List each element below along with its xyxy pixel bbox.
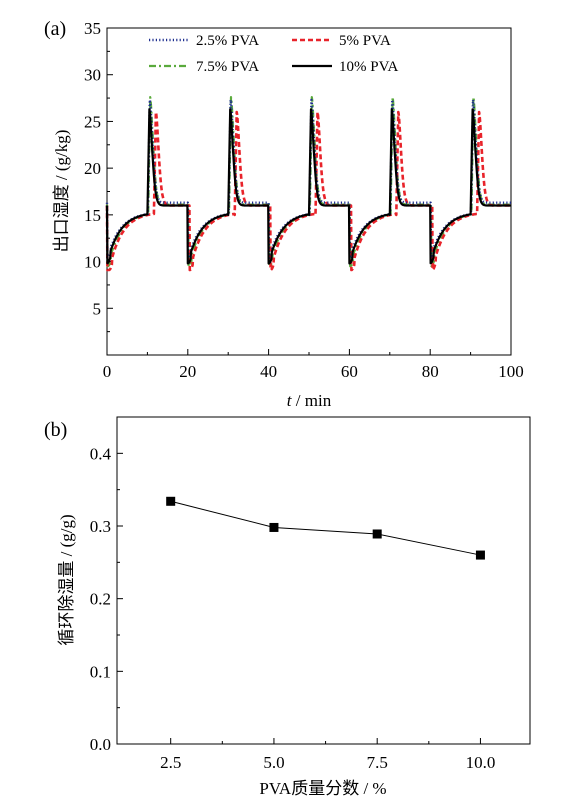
panel-a-series — [105, 96, 512, 272]
data-point — [372, 529, 382, 539]
panel-b-frame — [116, 416, 531, 745]
x-tick-label: 80 — [422, 362, 439, 381]
y-tick-label: 0.4 — [90, 444, 112, 463]
y-tick-label: 0.3 — [90, 517, 111, 536]
x-tick-label: 40 — [260, 362, 277, 381]
y-tick-label: 30 — [84, 66, 101, 85]
panel-a-label: (a) — [44, 18, 66, 40]
legend-label: 7.5% PVA — [196, 59, 259, 75]
y-tick-label: 0.1 — [90, 662, 111, 681]
panel-b: (b) 2.5 5.0 7.5 10.0 0.0 0.1 0.2 0.3 0.4 PVA质量分数… — [44, 416, 531, 798]
legend-label: 10% PVA — [339, 59, 398, 75]
panel-a: (a) 0 20 40 60 80 100 5 10 15 20 25 30 35 2.5% PVA 5%… — [44, 18, 524, 410]
y-tick-label: 25 — [84, 112, 101, 131]
y-tick-label: 10 — [84, 253, 101, 272]
y-tick-label: 15 — [84, 206, 101, 225]
x-tick-label: 0 — [103, 362, 112, 381]
data-point — [269, 522, 279, 532]
panel-a-xlabel: t / min — [287, 391, 332, 410]
data-point — [475, 550, 485, 560]
x-tick-label: 7.5 — [367, 753, 388, 772]
y-tick-label: 0.2 — [90, 590, 111, 609]
panel-b-ylabel: 循环除湿量 / (g/g) — [57, 514, 76, 645]
panel-a-legend: 2.5% PVA 5% PVA 7.5% PVA 10% PVA — [149, 33, 398, 75]
x-tick-label: 10.0 — [466, 753, 496, 772]
data-point — [166, 496, 176, 506]
legend-label: 5% PVA — [339, 33, 391, 49]
panel-a-xlabel-unit: / min — [292, 391, 332, 410]
panel-b-label: (b) — [44, 419, 67, 441]
x-tick-label: 20 — [179, 362, 196, 381]
series-line-2-5-pva — [105, 98, 512, 259]
x-tick-label: 60 — [341, 362, 358, 381]
panel-b-series — [166, 496, 485, 560]
y-tick-label: 20 — [84, 159, 101, 178]
panel-b-ticks: 2.5 5.0 7.5 10.0 0.0 0.1 0.2 0.3 0.4 — [90, 444, 496, 772]
series-line-10-pva — [105, 108, 512, 265]
panel-a-xlabel-var: t — [287, 391, 293, 410]
panel-a-ticks: 0 20 40 60 80 100 5 10 15 20 25 30 35 — [84, 19, 524, 381]
panel-a-ylabel: 出口湿度 / (g/kg) — [52, 130, 71, 253]
x-tick-label: 100 — [498, 362, 524, 381]
panel-b-xlabel: PVA质量分数 / % — [259, 779, 386, 798]
y-tick-label: 5 — [93, 299, 102, 318]
x-tick-label: 2.5 — [160, 753, 181, 772]
legend-label: 2.5% PVA — [196, 33, 259, 49]
series-line — [170, 500, 481, 556]
x-tick-label: 5.0 — [263, 753, 284, 772]
y-tick-label: 0.0 — [90, 735, 111, 754]
y-tick-label: 35 — [84, 19, 101, 38]
